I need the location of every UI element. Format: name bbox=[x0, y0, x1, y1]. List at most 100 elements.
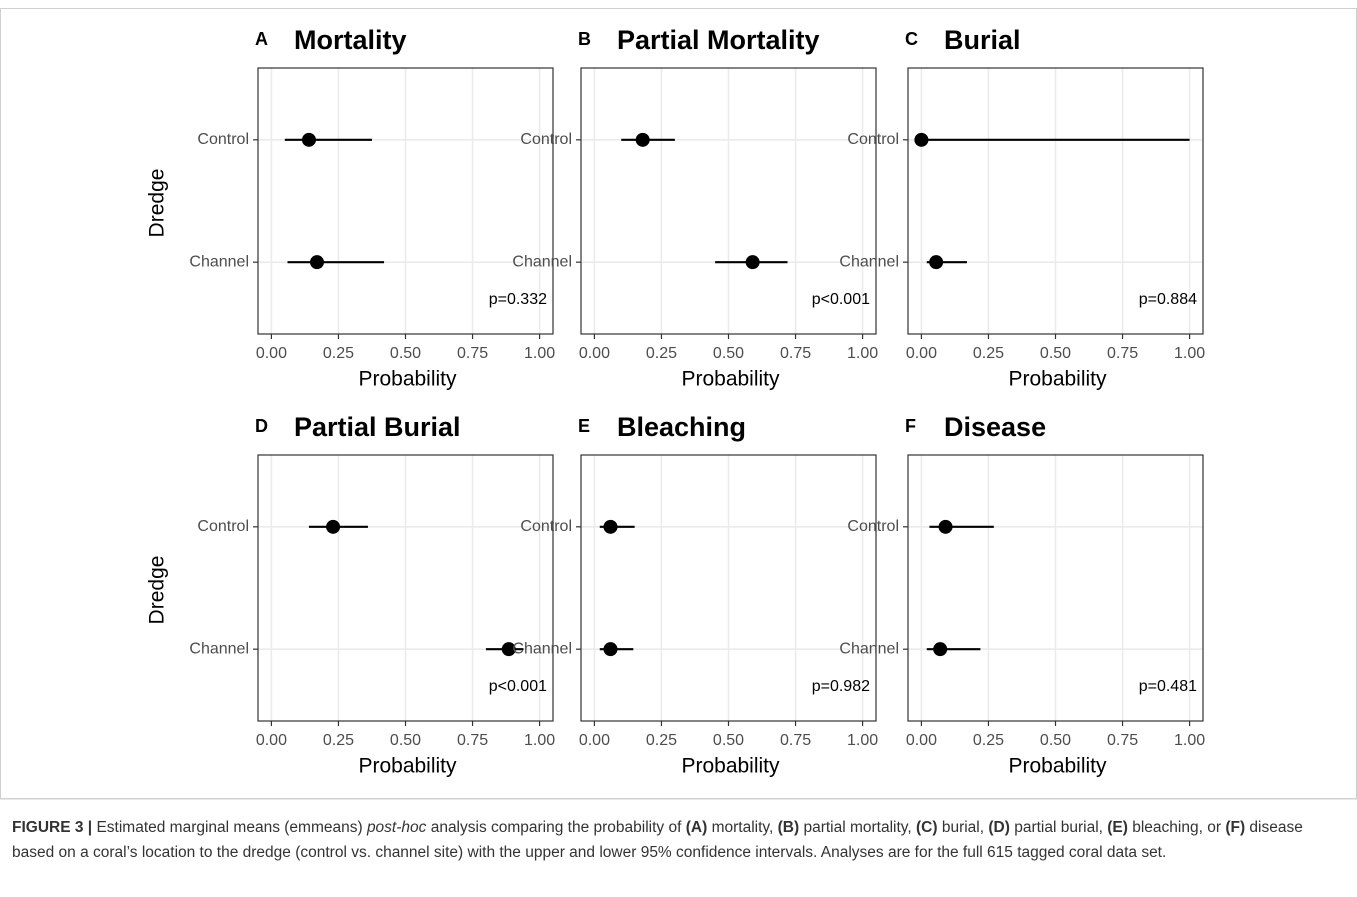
y-axis-title: Dredge bbox=[146, 169, 169, 238]
annotation: p=0.982 bbox=[812, 678, 870, 695]
y-tick-label: Channel bbox=[189, 640, 249, 657]
x-tick-label: 0.25 bbox=[646, 345, 677, 362]
point bbox=[301, 132, 316, 147]
point bbox=[933, 642, 948, 657]
x-tick-label: 0.25 bbox=[323, 732, 354, 749]
y-tick-label: Control bbox=[197, 131, 249, 148]
x-tick-label: 0.75 bbox=[1107, 345, 1138, 362]
caption-run: post-hoc bbox=[366, 819, 427, 836]
annotation: p=0.884 bbox=[1139, 291, 1197, 308]
caption-run: mortality, bbox=[707, 819, 778, 836]
x-tick-label: 0.50 bbox=[390, 345, 421, 362]
x-tick-label: 0.75 bbox=[780, 732, 811, 749]
panel-letter: B bbox=[578, 29, 591, 49]
point bbox=[501, 642, 516, 657]
panel-letter: A bbox=[255, 29, 268, 49]
caption-run: (E) bbox=[1107, 819, 1128, 836]
caption-run: (F) bbox=[1225, 819, 1246, 836]
x-tick-label: 0.25 bbox=[973, 732, 1004, 749]
x-tick-label: 0.50 bbox=[390, 732, 421, 749]
x-tick-label: 0.25 bbox=[323, 345, 354, 362]
plot-border bbox=[580, 67, 877, 335]
x-tick-label: 1.00 bbox=[847, 732, 878, 749]
x-tick-label: 0.00 bbox=[579, 732, 610, 749]
x-tick-label: 0.25 bbox=[973, 345, 1004, 362]
caption-run: partial mortality, bbox=[799, 819, 916, 836]
x-axis-title: Probability bbox=[681, 368, 780, 391]
x-tick-label: 0.50 bbox=[713, 345, 744, 362]
caption-run: Estimated marginal means (emmeans) bbox=[92, 819, 367, 836]
y-tick-label: Control bbox=[520, 518, 572, 535]
x-axis-title: Probability bbox=[358, 755, 457, 778]
y-tick-label: Channel bbox=[512, 640, 572, 657]
caption-run: FIGURE 3 | bbox=[12, 819, 93, 836]
panel-letter: F bbox=[905, 416, 916, 436]
y-tick-label: Control bbox=[520, 131, 572, 148]
caption-run: partial burial, bbox=[1009, 819, 1108, 836]
panel-title: Disease bbox=[944, 412, 1046, 442]
caption-run: bleaching, or bbox=[1127, 819, 1226, 836]
x-axis-title: Probability bbox=[1008, 755, 1107, 778]
x-tick-label: 1.00 bbox=[524, 732, 555, 749]
x-tick-label: 0.75 bbox=[457, 345, 488, 362]
caption-run: (A) bbox=[685, 819, 708, 836]
x-tick-label: 0.50 bbox=[1040, 345, 1071, 362]
y-tick-label: Channel bbox=[189, 253, 249, 270]
x-tick-label: 1.00 bbox=[847, 345, 878, 362]
point bbox=[603, 642, 618, 657]
x-axis-title: Probability bbox=[358, 368, 457, 391]
x-tick-label: 0.00 bbox=[906, 345, 937, 362]
caption-run: (C) bbox=[916, 819, 938, 836]
point bbox=[914, 132, 929, 147]
caption-run: (D) bbox=[988, 819, 1010, 836]
panel-letter: D bbox=[255, 416, 268, 436]
caption-run: analysis comparing the probability of bbox=[426, 819, 686, 836]
y-tick-label: Channel bbox=[839, 640, 899, 657]
y-tick-label: Control bbox=[847, 518, 899, 535]
annotation: p<0.001 bbox=[489, 678, 547, 695]
annotation: p<0.001 bbox=[812, 291, 870, 308]
x-tick-label: 0.00 bbox=[579, 345, 610, 362]
caption-run: (B) bbox=[777, 819, 800, 836]
x-tick-label: 1.00 bbox=[1174, 345, 1205, 362]
point bbox=[745, 255, 760, 270]
y-tick-label: Channel bbox=[512, 253, 572, 270]
point bbox=[929, 255, 944, 270]
plot-border bbox=[257, 67, 554, 335]
panel-title: Burial bbox=[944, 25, 1021, 55]
point bbox=[310, 255, 324, 270]
y-axis-title: Dredge bbox=[146, 556, 169, 625]
y-tick-label: Control bbox=[847, 131, 899, 148]
panel-letter: C bbox=[905, 29, 918, 49]
plot-border bbox=[580, 454, 877, 722]
x-tick-label: 0.75 bbox=[1107, 732, 1138, 749]
plot-border bbox=[907, 67, 1204, 335]
x-tick-label: 0.75 bbox=[457, 732, 488, 749]
caption-run: burial, bbox=[937, 819, 989, 836]
panel-title: Mortality bbox=[294, 25, 407, 55]
x-axis-title: Probability bbox=[681, 755, 780, 778]
x-tick-label: 1.00 bbox=[524, 345, 555, 362]
panel-title: Partial Burial bbox=[294, 412, 461, 442]
plot-border bbox=[907, 454, 1204, 722]
panel-letter: E bbox=[578, 416, 590, 436]
annotation: p=0.481 bbox=[1139, 678, 1197, 695]
annotation: p=0.332 bbox=[489, 291, 547, 308]
point bbox=[603, 519, 618, 534]
y-tick-label: Channel bbox=[839, 253, 899, 270]
x-tick-label: 0.00 bbox=[256, 345, 287, 362]
x-tick-label: 0.50 bbox=[713, 732, 744, 749]
y-tick-label: Control bbox=[197, 518, 249, 535]
x-tick-label: 0.00 bbox=[906, 732, 937, 749]
caption: FIGURE 3 | Estimated marginal means (emm… bbox=[12, 815, 1342, 865]
x-tick-label: 1.00 bbox=[1174, 732, 1205, 749]
x-axis-title: Probability bbox=[1008, 368, 1107, 391]
point bbox=[635, 132, 650, 147]
point bbox=[938, 519, 953, 534]
x-tick-label: 0.75 bbox=[780, 345, 811, 362]
x-tick-label: 0.25 bbox=[646, 732, 677, 749]
panel-title: Bleaching bbox=[617, 412, 746, 442]
plot-border bbox=[257, 454, 554, 722]
